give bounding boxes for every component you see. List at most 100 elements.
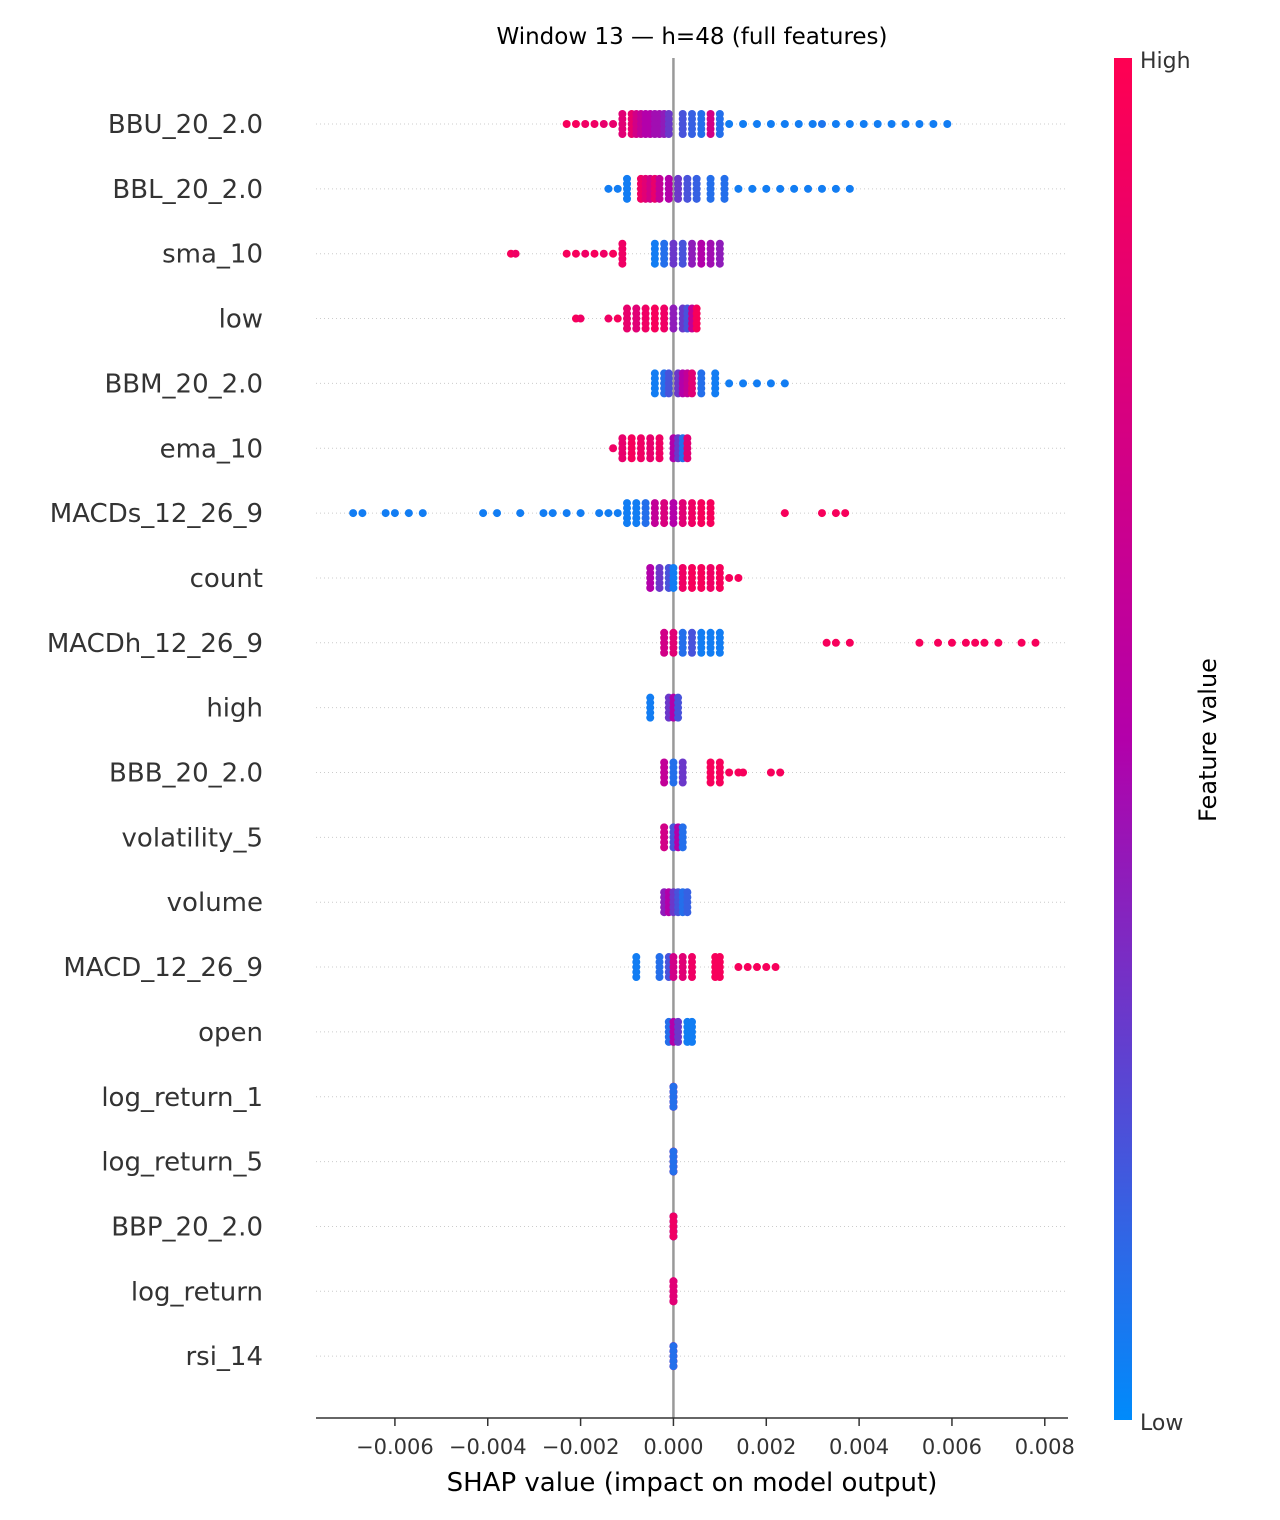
shap-point bbox=[479, 509, 488, 518]
feature-label-ema-10: ema_10 bbox=[160, 434, 263, 464]
shap-point bbox=[817, 120, 826, 128]
shap-point bbox=[929, 120, 938, 128]
shap-point bbox=[947, 638, 956, 647]
shap-point bbox=[766, 379, 775, 388]
shap-point bbox=[655, 194, 664, 203]
shap-point bbox=[697, 389, 706, 398]
colorbar bbox=[1114, 58, 1132, 1420]
shap-point bbox=[715, 583, 724, 592]
shap-point bbox=[845, 638, 854, 647]
shap-point bbox=[678, 519, 687, 528]
shap-point bbox=[692, 324, 701, 333]
shap-point bbox=[706, 194, 715, 203]
shap-point bbox=[562, 120, 571, 128]
shap-point bbox=[845, 120, 854, 128]
feature-label-bbl-20-2-0: BBL_20_2.0 bbox=[112, 175, 263, 205]
shap-point bbox=[697, 259, 706, 268]
shap-point bbox=[790, 184, 799, 193]
feature-label-log-return: log_return bbox=[131, 1277, 263, 1307]
feature-label-high: high bbox=[206, 694, 263, 724]
shap-point bbox=[669, 259, 678, 268]
shap-point bbox=[831, 184, 840, 193]
shap-point bbox=[780, 509, 789, 518]
shap-point bbox=[841, 509, 850, 518]
shap-point bbox=[734, 963, 743, 972]
shap-point bbox=[752, 963, 761, 972]
feature-label-bbu-20-2-0: BBU_20_2.0 bbox=[108, 110, 263, 140]
shap-point bbox=[688, 259, 696, 268]
shap-point bbox=[780, 120, 789, 128]
x-tick-label: 0.000 bbox=[643, 1435, 703, 1459]
shap-point bbox=[390, 509, 399, 518]
shap-point bbox=[618, 454, 627, 463]
feature-label-macds-12-26-9: MACDs_12_26_9 bbox=[50, 499, 263, 529]
shap-point bbox=[674, 713, 683, 722]
shap-point bbox=[706, 130, 715, 138]
shap-point bbox=[613, 184, 622, 193]
shap-point bbox=[623, 324, 632, 333]
shap-point bbox=[943, 120, 952, 128]
shap-point bbox=[576, 509, 585, 518]
shap-point bbox=[627, 454, 636, 463]
shap-point bbox=[683, 194, 692, 203]
shap-point bbox=[697, 130, 706, 138]
x-tick-label: 0.004 bbox=[829, 1435, 889, 1459]
shap-point bbox=[817, 184, 826, 193]
shap-point bbox=[664, 389, 673, 398]
shap-point bbox=[381, 509, 390, 518]
shap-point bbox=[650, 259, 659, 268]
shap-point bbox=[669, 973, 678, 982]
shap-point bbox=[752, 379, 761, 388]
shap-point bbox=[683, 454, 692, 463]
shap-point bbox=[692, 194, 701, 203]
shap-point bbox=[664, 130, 673, 138]
shap-point bbox=[632, 519, 641, 528]
shap-point bbox=[493, 509, 502, 518]
shap-point bbox=[980, 638, 989, 647]
shap-point bbox=[595, 509, 604, 518]
shap-point bbox=[688, 648, 696, 657]
shap-point bbox=[674, 1037, 683, 1046]
feature-label-log-return-1: log_return_1 bbox=[101, 1083, 263, 1113]
shap-point bbox=[678, 843, 687, 852]
shap-point bbox=[604, 509, 613, 518]
shap-point bbox=[804, 184, 813, 193]
shap-point bbox=[548, 509, 557, 518]
feature-label-macdh-12-26-9: MACDh_12_26_9 bbox=[47, 629, 263, 659]
shap-point bbox=[706, 648, 715, 657]
shap-point bbox=[817, 509, 826, 518]
shap-point bbox=[613, 314, 622, 323]
x-tick-label: −0.006 bbox=[356, 1435, 434, 1459]
shap-point bbox=[915, 638, 924, 647]
shap-point bbox=[511, 249, 520, 258]
shap-point bbox=[581, 249, 590, 258]
shap-point bbox=[678, 973, 687, 982]
shap-point bbox=[678, 778, 687, 787]
shap-point bbox=[780, 379, 789, 388]
shap-point bbox=[669, 1362, 678, 1371]
shap-point bbox=[715, 130, 724, 138]
shap-point bbox=[706, 259, 715, 268]
shap-point bbox=[739, 379, 748, 388]
shap-point bbox=[715, 973, 724, 982]
shap-point bbox=[715, 648, 724, 657]
shap-point bbox=[623, 519, 632, 528]
shap-point bbox=[358, 509, 367, 518]
shap-point bbox=[706, 519, 715, 528]
feature-label-bbm-20-2-0: BBM_20_2.0 bbox=[104, 369, 263, 399]
shap-point bbox=[618, 130, 627, 138]
shap-point bbox=[808, 120, 817, 128]
shap-point bbox=[706, 583, 715, 592]
x-tick-label: 0.008 bbox=[1015, 1435, 1075, 1459]
shap-point bbox=[655, 583, 664, 592]
shap-point bbox=[650, 324, 659, 333]
shap-point bbox=[632, 324, 641, 333]
shap-point bbox=[590, 249, 599, 258]
shap-point bbox=[404, 509, 413, 518]
shap-point bbox=[669, 1102, 678, 1111]
x-tick-label: −0.004 bbox=[449, 1435, 527, 1459]
shap-point bbox=[734, 184, 743, 193]
shap-point bbox=[623, 194, 632, 203]
shap-point bbox=[831, 120, 840, 128]
